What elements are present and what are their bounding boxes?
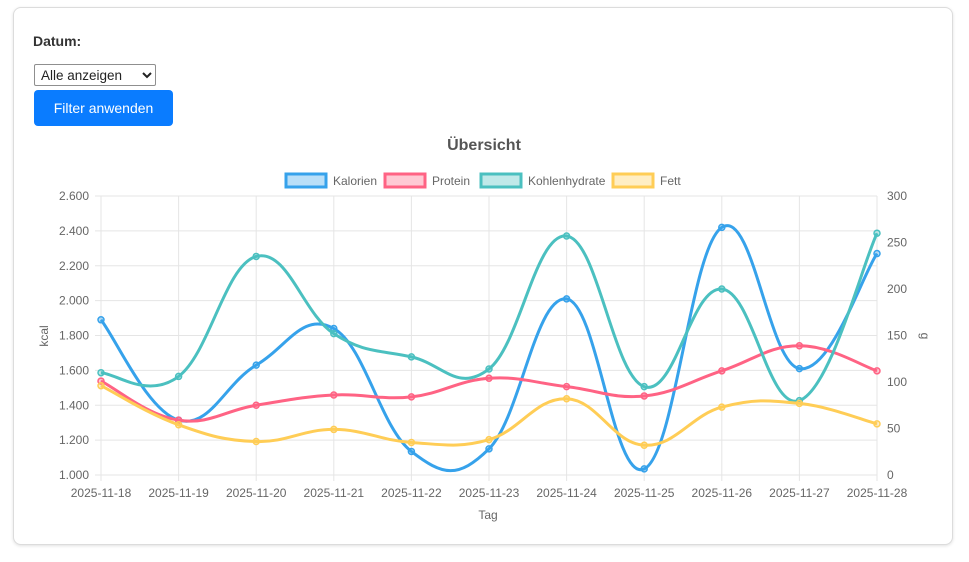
date-filter-label: Datum: [33, 33, 82, 49]
data-point-kalorien [407, 447, 416, 456]
series-line-fett [100, 384, 878, 447]
data-point-kohlenhydrate [252, 252, 260, 261]
legend-item-fett[interactable]: Fett [611, 172, 681, 189]
y-axis-left-label: kcal [37, 325, 51, 346]
data-point-fett [485, 435, 493, 444]
data-point-fett [252, 437, 260, 446]
x-axis: 2025-11-18 2025-11-19 2025-11-20 2025-11-21… [71, 486, 908, 500]
data-point-kohlenhydrate [485, 365, 493, 373]
data-point-kalorien [873, 249, 881, 258]
data-point-protein [718, 367, 726, 375]
y-right-tick-label: 300 [887, 189, 907, 203]
legend-swatch [479, 172, 523, 189]
legend-item-kohlenhydrate[interactable]: Kohlenhydrate [479, 172, 606, 189]
chart-series [97, 223, 881, 473]
chart-grid [95, 195, 878, 481]
y-left-tick-label: 1.800 [59, 329, 89, 343]
data-point-kohlenhydrate [640, 382, 648, 391]
x-tick-label: 2025-11-28 [847, 486, 908, 500]
data-point-kalorien [795, 364, 804, 373]
y-right-tick-label: 0 [887, 468, 894, 482]
data-point-kohlenhydrate [562, 232, 571, 240]
data-point-protein [485, 374, 493, 383]
data-point-kalorien [252, 361, 260, 369]
x-tick-label: 2025-11-18 [71, 486, 132, 500]
data-point-kohlenhydrate [407, 353, 416, 361]
y-left-tick-label: 1.600 [59, 363, 89, 377]
legend-label: Kalorien [333, 174, 377, 188]
x-tick-label: 2025-11-23 [459, 486, 520, 500]
x-tick-label: 2025-11-25 [614, 486, 675, 500]
data-point-fett [640, 441, 648, 449]
y-left-tick-label: 2.600 [59, 189, 89, 203]
data-point-fett [97, 381, 105, 390]
series-line-protein [100, 344, 878, 423]
data-point-fett [407, 438, 416, 447]
apply-filter-button[interactable]: Filter anwenden [34, 90, 173, 126]
x-axis-label: Tag [478, 508, 497, 522]
chart-title: Übersicht [447, 135, 521, 154]
date-filter-select[interactable]: Alle anzeigen [34, 64, 156, 86]
y-right-tick-label: 250 [887, 236, 907, 250]
data-point-fett [718, 403, 726, 411]
y-left-tick-label: 2.400 [59, 224, 89, 238]
x-tick-label: 2025-11-20 [226, 486, 287, 500]
legend-item-kalorien[interactable]: Kalorien [284, 172, 377, 189]
x-tick-label: 2025-11-21 [304, 486, 365, 500]
data-point-kalorien [718, 223, 726, 232]
y-axis-right: 0 50 100 150 200 250 300 [887, 189, 907, 482]
y-left-tick-label: 1.200 [59, 433, 89, 447]
y-left-tick-label: 2.000 [59, 294, 89, 308]
data-point-protein [407, 393, 416, 401]
y-right-tick-label: 200 [887, 282, 907, 296]
data-point-kalorien [485, 445, 493, 453]
data-point-kalorien [640, 465, 648, 473]
legend-swatch [284, 172, 328, 189]
legend-item-protein[interactable]: Protein [383, 172, 470, 189]
data-point-protein [640, 392, 648, 400]
y-left-tick-label: 2.200 [59, 259, 89, 273]
y-left-tick-label: 1.400 [59, 398, 89, 412]
data-point-protein [873, 367, 881, 375]
data-point-kohlenhydrate [97, 368, 105, 377]
x-tick-label: 2025-11-22 [381, 486, 442, 500]
legend-swatch [611, 172, 655, 189]
y-left-tick-label: 1.000 [59, 468, 89, 482]
legend-swatch [383, 172, 427, 189]
y-right-tick-label: 100 [887, 375, 907, 389]
x-tick-label: 2025-11-19 [148, 486, 209, 500]
y-axis-left: 1.000 1.200 1.400 1.600 1.800 2.000 2.200 2.400… [59, 189, 89, 482]
x-tick-label: 2025-11-26 [692, 486, 753, 500]
data-point-fett [795, 399, 804, 408]
legend-label: Fett [660, 174, 681, 188]
data-point-fett [330, 425, 338, 434]
x-tick-label: 2025-11-27 [769, 486, 830, 500]
data-point-kohlenhydrate [873, 229, 881, 237]
data-point-protein [795, 341, 804, 350]
data-point-kalorien [97, 316, 105, 324]
data-point-kalorien [562, 295, 571, 303]
data-point-protein [562, 382, 571, 391]
data-point-fett [562, 394, 571, 403]
chart-legend: Kalorien Protein Kohlenhydrate Fett [284, 172, 681, 189]
legend-label: Kohlenhydrate [528, 174, 606, 188]
y-right-tick-label: 150 [887, 329, 907, 343]
legend-label: Protein [432, 174, 470, 188]
data-point-kohlenhydrate [330, 329, 338, 338]
series-line-kohlenhydrate [100, 232, 879, 403]
data-point-fett [174, 421, 183, 429]
x-tick-label: 2025-11-24 [536, 486, 597, 500]
data-point-protein [252, 401, 260, 409]
data-point-kohlenhydrate [174, 372, 183, 381]
data-point-kohlenhydrate [718, 285, 726, 293]
data-point-fett [873, 420, 881, 428]
y-axis-right-label: g [918, 333, 932, 340]
y-right-tick-label: 50 [887, 422, 901, 436]
data-point-protein [330, 391, 338, 399]
data-point-kalorien [330, 324, 338, 333]
